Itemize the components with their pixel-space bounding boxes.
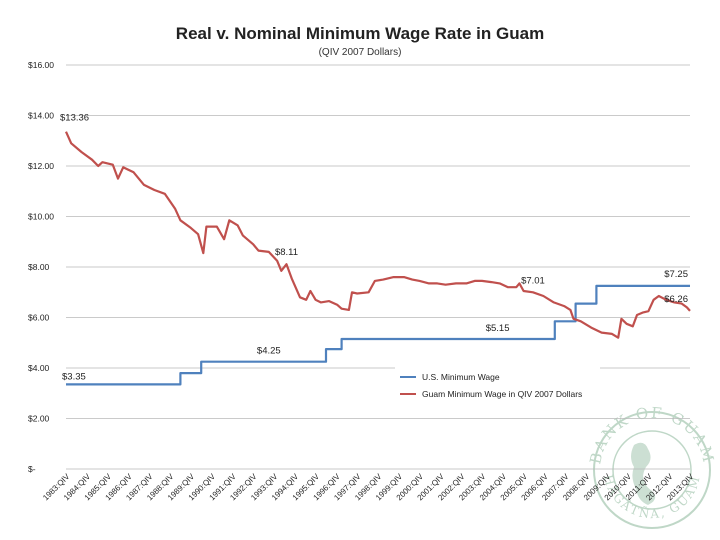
seal-top-text: BANK OF GUAM bbox=[586, 404, 716, 466]
legend: U.S. Minimum Wage Guam Minimum Wage in Q… bbox=[395, 366, 600, 406]
data-labels: $13.36 $8.11 $7.01 $5.15 $4.25 $3.35 $7.25 $6.2… bbox=[60, 113, 688, 383]
y-tick-label: $- bbox=[28, 464, 36, 474]
series-lines bbox=[64, 131, 691, 386]
y-tick-label: $16.00 bbox=[28, 60, 54, 70]
series-line-u-s-minimum-wage bbox=[66, 284, 690, 386]
y-tick-label: $12.00 bbox=[28, 161, 54, 171]
data-label: $5.15 bbox=[486, 323, 510, 334]
y-tick-label: $6.00 bbox=[28, 313, 50, 323]
legend-box bbox=[395, 366, 600, 406]
data-label: $6.26 bbox=[664, 294, 688, 305]
y-tick-label: $2.00 bbox=[28, 414, 50, 424]
chart-subtitle: (QIV 2007 Dollars) bbox=[319, 47, 402, 58]
svg-text:BANK OF GUAM: BANK OF GUAM bbox=[586, 404, 718, 466]
y-axis-tick-labels: $- $2.00 $4.00 $6.00 $8.00 $10.00 $12.00 $14.00… bbox=[28, 60, 54, 474]
data-label: $7.25 bbox=[664, 269, 688, 280]
data-label: $13.36 bbox=[60, 113, 89, 124]
y-tick-label: $14.00 bbox=[28, 111, 54, 121]
data-label: $8.11 bbox=[275, 247, 298, 258]
y-tick-label: $4.00 bbox=[28, 363, 50, 373]
data-label: $7.01 bbox=[521, 275, 545, 286]
gridlines bbox=[66, 64, 690, 470]
series-line-guam-minimum-wage-in-qiv-2007-dollars bbox=[64, 131, 691, 339]
x-axis-tick-labels: 1983:QIV1984:QIV1985:QIV1986:QIV1987:QIV… bbox=[41, 472, 696, 503]
y-tick-label: $10.00 bbox=[28, 212, 54, 222]
data-label: $4.25 bbox=[257, 346, 281, 357]
data-label: $3.35 bbox=[62, 371, 86, 382]
legend-label-us-minimum-wage: U.S. Minimum Wage bbox=[422, 372, 500, 382]
chart-title: Real v. Nominal Minimum Wage Rate in Gua… bbox=[176, 24, 544, 43]
bank-of-guam-seal: BANK OF GUAM HAGÅTÑA, GUAM bbox=[586, 404, 718, 529]
legend-label-guam-minimum-wage: Guam Minimum Wage in QIV 2007 Dollars bbox=[422, 389, 582, 399]
y-tick-label: $8.00 bbox=[28, 262, 50, 272]
